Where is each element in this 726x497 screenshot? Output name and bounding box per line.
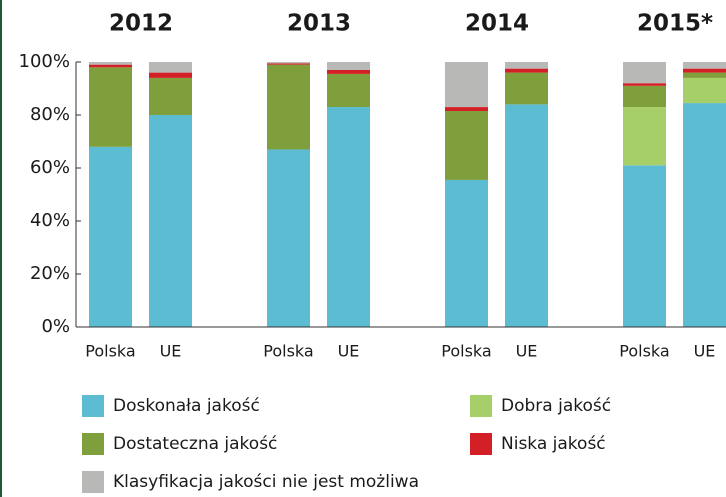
bar-segment: [89, 67, 132, 147]
bar-segment: [623, 83, 666, 86]
bar-segment: [327, 73, 370, 108]
bar-segment: [267, 62, 310, 64]
legend-label: Klasyfikacja jakości nie jest możliwa: [113, 472, 419, 492]
y-tick-label: 40%: [30, 210, 70, 231]
x-tick-label: Polska: [263, 342, 313, 361]
bar-segment: [327, 107, 370, 327]
bar-segment: [623, 107, 666, 166]
bar-segment: [149, 72, 192, 78]
legend-swatch: [82, 395, 104, 417]
bar-segment: [149, 77, 192, 115]
group-label: 2015*: [637, 11, 713, 37]
bar-segment: [683, 72, 726, 78]
x-tick-label: Polska: [441, 342, 491, 361]
group-label: 2013: [287, 11, 351, 37]
x-tick-label: Polska: [619, 342, 669, 361]
x-tick-label: UE: [694, 342, 716, 361]
bar-segment: [267, 149, 310, 327]
bar-segment: [623, 165, 666, 327]
x-tick-label: Polska: [85, 342, 135, 361]
x-tick-label: UE: [338, 342, 360, 361]
bar-segment: [89, 64, 132, 68]
legend-label: Doskonała jakość: [113, 396, 260, 416]
bar-segment: [89, 62, 132, 65]
x-tick-label: UE: [516, 342, 538, 361]
bar-segment: [505, 68, 548, 73]
left-border: [0, 0, 2, 497]
bar-segment: [445, 111, 488, 180]
y-tick-label: 20%: [30, 263, 70, 284]
y-tick-label: 0%: [41, 316, 70, 337]
group-label: 2014: [465, 11, 529, 37]
bar-segment: [267, 64, 310, 150]
legend-swatch: [82, 471, 104, 493]
bar-segment: [683, 68, 726, 73]
legend-swatch: [470, 395, 492, 417]
bar-segment: [445, 179, 488, 327]
bar-segment: [623, 85, 666, 108]
x-tick-label: UE: [160, 342, 182, 361]
legend-label: Niska jakość: [501, 434, 606, 454]
bar-segment: [683, 62, 726, 69]
y-tick-label: 80%: [30, 104, 70, 125]
bar-segment: [505, 72, 548, 105]
bar-segment: [445, 62, 488, 108]
bar-segment: [327, 69, 370, 74]
bar-segment: [149, 62, 192, 73]
bar-segment: [89, 146, 132, 327]
legend-label: Dostateczna jakość: [113, 434, 277, 454]
bar-segment: [683, 103, 726, 327]
bar-segment: [623, 62, 666, 84]
bar-segment: [505, 104, 548, 328]
bar-segment: [327, 62, 370, 70]
bar-segment: [505, 62, 548, 69]
legend-swatch: [82, 433, 104, 455]
bar-segment: [267, 63, 310, 65]
bar-segment: [445, 107, 488, 112]
bar-segment: [149, 115, 192, 327]
group-label: 2012: [109, 11, 173, 37]
legend-swatch: [470, 433, 492, 455]
legend-label: Dobra jakość: [501, 396, 611, 416]
bar-segment: [683, 77, 726, 104]
y-tick-label: 100%: [19, 51, 70, 72]
y-tick-label: 60%: [30, 157, 70, 178]
